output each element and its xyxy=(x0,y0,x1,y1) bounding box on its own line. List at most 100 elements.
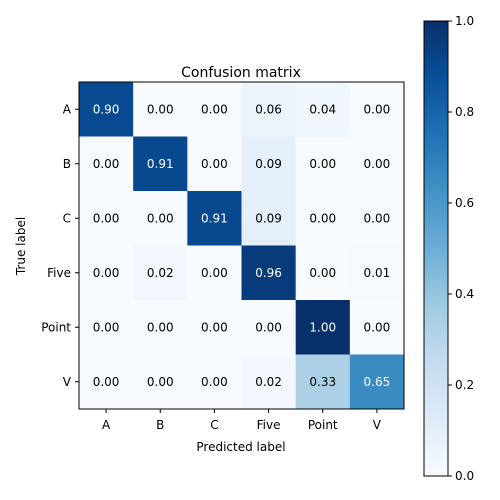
heatmap-cell xyxy=(295,191,351,246)
cell-value-label: 0.00 xyxy=(364,211,391,225)
cell-value-label: 0.00 xyxy=(147,375,174,389)
colorbar-tick-label: 0.0 xyxy=(455,469,474,483)
plot-frame xyxy=(78,81,405,410)
cell-value-label: 0.91 xyxy=(147,157,174,171)
colorbar-tick-label: 0.4 xyxy=(455,287,474,301)
colorbar-tick-label: 1.0 xyxy=(455,14,474,28)
y-tick-label: Five xyxy=(47,266,71,280)
heatmap-cell xyxy=(295,245,351,301)
y-tick-label: A xyxy=(63,102,72,116)
cell-value-label: 0.90 xyxy=(93,102,120,116)
cell-value-label: 0.00 xyxy=(309,157,336,171)
heatmap-cell xyxy=(79,136,134,192)
cell-value-label: 0.06 xyxy=(255,102,282,116)
x-tick-label: C xyxy=(210,418,218,432)
cell-value-label: 0.00 xyxy=(93,375,120,389)
cell-value-label: 0.09 xyxy=(255,157,282,171)
cell-value-label: 0.00 xyxy=(364,320,391,334)
heatmap-cell xyxy=(79,245,134,301)
heatmap-cell xyxy=(187,191,242,246)
cell-value-label: 0.00 xyxy=(201,375,228,389)
cell-value-label: 0.01 xyxy=(364,266,391,280)
heatmap-cell xyxy=(79,354,134,410)
x-tick-label: B xyxy=(156,418,164,432)
heatmap-cells: 0.90 0.00 0.00 0.06 0.04 0.00 0.00 0.91 0.00 0.09… xyxy=(79,82,405,410)
heatmap-cell xyxy=(133,245,188,301)
heatmap-cell xyxy=(187,136,242,192)
heatmap-cell xyxy=(187,82,242,137)
heatmap-cell xyxy=(241,245,297,301)
heatmap-cell xyxy=(349,354,405,410)
heatmap-cell xyxy=(241,82,297,137)
y-axis-ticks: A B C Five Point V xyxy=(41,102,79,389)
heatmap-cell xyxy=(133,136,188,192)
chart-title: Confusion matrix xyxy=(181,65,301,81)
heatmap-cell xyxy=(349,245,405,301)
cell-value-label: 0.00 xyxy=(309,266,336,280)
cell-value-label: 0.00 xyxy=(255,320,282,334)
heatmap-cell xyxy=(133,300,188,355)
cell-value-label: 0.00 xyxy=(201,266,228,280)
x-axis-label: Predicted label xyxy=(196,440,285,454)
heatmap-cell xyxy=(79,191,134,246)
cell-value-label: 0.02 xyxy=(255,375,282,389)
x-tick-label: Five xyxy=(257,418,281,432)
heatmap-cell xyxy=(295,354,351,410)
heatmap-cell xyxy=(295,300,351,355)
cell-value-label: 0.00 xyxy=(147,320,174,334)
cell-value-label: 0.00 xyxy=(93,266,120,280)
heatmap-cell xyxy=(133,191,188,246)
colorbar-tick-label: 0.6 xyxy=(455,196,474,210)
x-tick-label: A xyxy=(102,418,111,432)
cell-value-label: 0.00 xyxy=(201,157,228,171)
colorbar-ticks: 0.0 0.2 0.4 0.6 0.8 1.0 xyxy=(448,14,474,483)
colorbar-tick-label: 0.8 xyxy=(455,105,474,119)
cell-value-label: 0.00 xyxy=(364,102,391,116)
y-axis-label: True label xyxy=(14,217,28,276)
cell-value-label: 0.65 xyxy=(364,375,391,389)
y-tick-label: V xyxy=(63,375,72,389)
x-tick-label: V xyxy=(373,418,382,432)
heatmap-cell xyxy=(241,191,297,246)
cell-value-label: 0.04 xyxy=(309,102,336,116)
y-tick-label: Point xyxy=(41,320,71,334)
cell-value-label: 0.00 xyxy=(147,211,174,225)
x-axis-ticks: A B C Five Point V xyxy=(102,409,382,432)
cell-value-label: 0.00 xyxy=(364,157,391,171)
x-tick-label: Point xyxy=(308,418,338,432)
heatmap-cell xyxy=(133,354,188,410)
heatmap-cell xyxy=(187,354,242,410)
heatmap-cell xyxy=(295,136,351,192)
heatmap-cell xyxy=(79,300,134,355)
heatmap-cell xyxy=(295,82,351,137)
cell-value-label: 0.96 xyxy=(255,266,282,280)
heatmap-cell xyxy=(241,300,297,355)
cell-value-label: 0.00 xyxy=(201,320,228,334)
colorbar-tick-label: 0.2 xyxy=(455,378,474,392)
colorbar xyxy=(423,20,449,477)
heatmap-cell xyxy=(349,300,405,355)
cell-value-label: 0.02 xyxy=(147,266,174,280)
heatmap-cell xyxy=(187,300,242,355)
y-tick-label: B xyxy=(63,157,71,171)
heatmap-cell xyxy=(241,136,297,192)
cell-value-label: 0.09 xyxy=(255,211,282,225)
cell-value-label: 0.91 xyxy=(201,211,228,225)
cell-value-label: 0.00 xyxy=(309,211,336,225)
cell-value-label: 0.00 xyxy=(93,320,120,334)
cell-value-label: 0.00 xyxy=(93,211,120,225)
heatmap-cell xyxy=(349,191,405,246)
y-tick-label: C xyxy=(63,211,71,225)
cell-value-label: 0.00 xyxy=(147,102,174,116)
cell-value-label: 0.00 xyxy=(201,102,228,116)
heatmap-cell xyxy=(241,354,297,410)
heatmap-cell xyxy=(349,136,405,192)
heatmap-cell xyxy=(79,82,134,137)
heatmap-cell xyxy=(349,82,405,137)
cell-value-label: 1.00 xyxy=(309,320,336,334)
heatmap-cell xyxy=(133,82,188,137)
cell-value-label: 0.33 xyxy=(309,375,336,389)
heatmap-cell xyxy=(187,245,242,301)
cell-value-label: 0.00 xyxy=(93,157,120,171)
